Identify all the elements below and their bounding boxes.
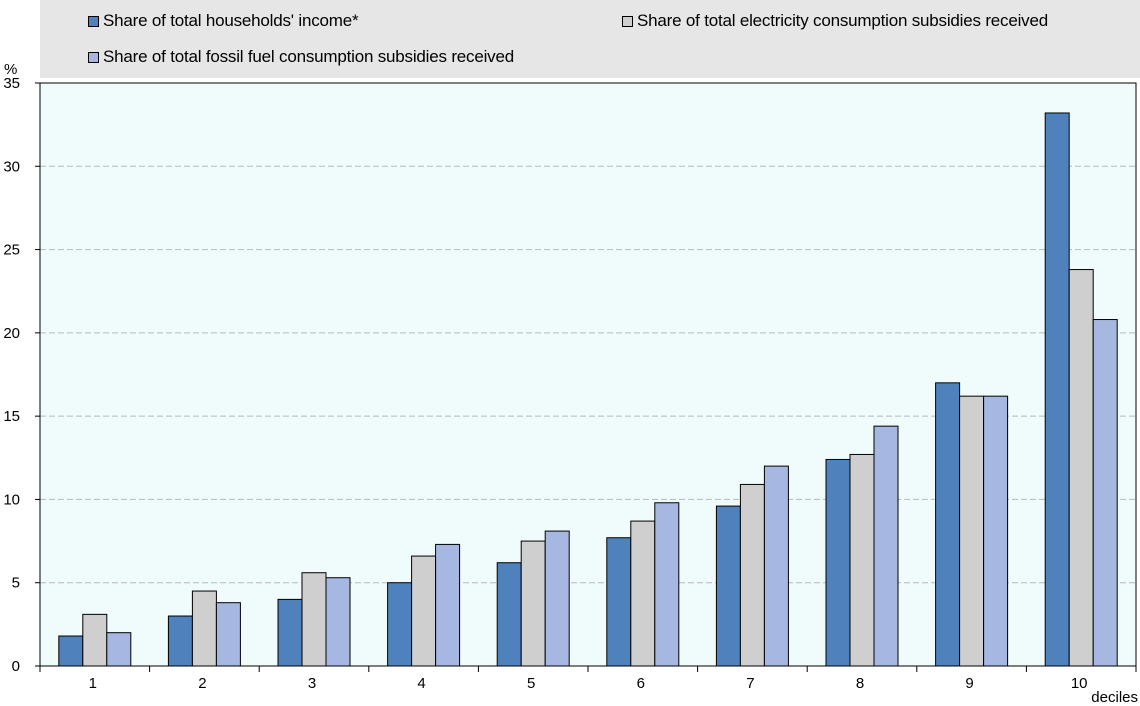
- x-tick-label: 5: [527, 675, 535, 692]
- x-tick-label: 2: [198, 675, 206, 692]
- bars: [58, 112, 1118, 667]
- legend-item-fossil-fuel: Share of total fossil fuel consumption s…: [88, 47, 514, 67]
- fossil-fuel-bar: [873, 425, 899, 667]
- x-tick-label: 10: [1071, 675, 1088, 692]
- electricity-bar: [411, 555, 437, 667]
- income-bar: [825, 458, 851, 667]
- x-axis-unit-label: deciles: [1091, 689, 1138, 706]
- y-tick-label: 25: [3, 242, 20, 259]
- electricity-bar: [849, 453, 875, 667]
- electricity-bar: [520, 540, 546, 667]
- fossil-fuel-bar: [1092, 319, 1118, 667]
- legend-label-fossil-fuel: Share of total fossil fuel consumption s…: [103, 47, 514, 66]
- fossil-fuel-bar: [325, 577, 351, 667]
- x-tick-label: 9: [965, 675, 973, 692]
- electricity-bar: [301, 572, 327, 667]
- y-tick-label: 5: [12, 575, 20, 592]
- fossil-fuel-bar: [435, 543, 461, 667]
- legend-swatch-income: [88, 15, 99, 27]
- y-tick-label: 35: [3, 75, 20, 92]
- axes: 0 5 10 15 20 25 30 35 1 2 3 4 5 6 7 8 9 10: [3, 75, 1137, 692]
- y-tick-label: 30: [3, 158, 20, 175]
- income-bar: [277, 598, 303, 667]
- income-bar: [606, 537, 632, 667]
- y-tick-label: 0: [12, 658, 20, 675]
- income-bar: [1044, 112, 1070, 667]
- fossil-fuel-bar: [544, 530, 570, 667]
- legend-swatch-electricity: [622, 15, 633, 27]
- legend-item-income: Share of total households' income*: [88, 11, 359, 31]
- fossil-fuel-bar: [106, 632, 132, 667]
- y-tick-label: 15: [3, 408, 20, 425]
- income-bar: [58, 635, 84, 667]
- legend-label-electricity: Share of total electricity consumption s…: [637, 11, 1048, 30]
- fossil-fuel-bar: [215, 602, 241, 667]
- legend-swatch-fossil-fuel: [88, 51, 99, 63]
- y-axis-unit-label: %: [4, 61, 17, 78]
- fossil-fuel-bar: [654, 502, 680, 667]
- legend: Share of total households' income* Share…: [40, 0, 1140, 78]
- fossil-fuel-bar: [763, 465, 789, 667]
- x-tick-label: 7: [746, 675, 754, 692]
- x-tick-label: 3: [308, 675, 316, 692]
- income-bar: [496, 562, 522, 667]
- electricity-bar: [959, 395, 985, 667]
- electricity-bar: [191, 590, 217, 667]
- income-bar: [167, 615, 193, 667]
- income-bar: [387, 582, 413, 667]
- income-bar: [935, 382, 961, 667]
- electricity-bar: [1068, 269, 1094, 667]
- electricity-bar: [82, 613, 108, 667]
- fossil-fuel-bar: [983, 395, 1009, 667]
- electricity-bar: [630, 520, 656, 667]
- x-tick-label: 8: [856, 675, 864, 692]
- income-bar: [715, 505, 741, 667]
- y-tick-label: 10: [3, 491, 20, 508]
- legend-label-income: Share of total households' income*: [103, 11, 359, 30]
- x-tick-label: 4: [417, 675, 425, 692]
- x-tick-label: 1: [89, 675, 97, 692]
- electricity-bar: [739, 483, 765, 667]
- x-tick-label: 6: [637, 675, 645, 692]
- y-tick-label: 20: [3, 325, 20, 342]
- legend-item-electricity: Share of total electricity consumption s…: [622, 11, 1048, 31]
